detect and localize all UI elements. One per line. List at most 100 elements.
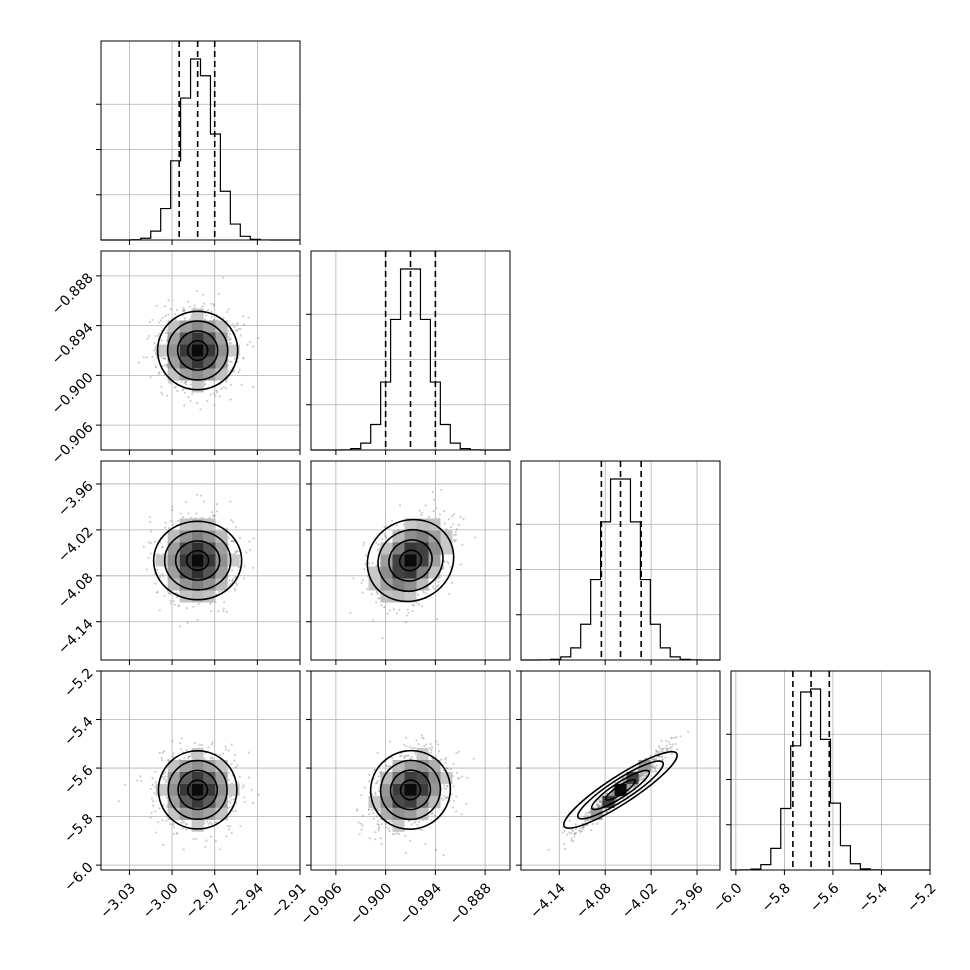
sample-point — [182, 306, 185, 310]
sample-point — [443, 784, 446, 787]
sample-point — [204, 382, 207, 385]
sample-point — [247, 776, 250, 779]
sample-point — [379, 837, 382, 840]
sample-point — [236, 764, 239, 767]
density-cell — [191, 566, 204, 579]
sample-point — [250, 788, 253, 791]
sample-point — [202, 293, 205, 296]
sample-point — [158, 807, 161, 810]
sample-point — [404, 834, 407, 837]
sample-point — [192, 605, 195, 608]
sample-point — [161, 316, 164, 320]
sample-point — [180, 737, 183, 740]
sample-point — [451, 515, 454, 518]
sample-point — [180, 821, 183, 824]
sample-point — [169, 823, 172, 826]
density-cell — [215, 356, 228, 369]
sample-point — [163, 594, 166, 597]
sample-point — [156, 568, 159, 571]
grid-lines — [311, 251, 510, 450]
sample-point — [449, 768, 452, 771]
sample-point — [412, 603, 415, 606]
sample-point — [177, 520, 180, 523]
sample-point — [171, 740, 174, 743]
sample-point — [178, 742, 182, 745]
sample-point — [395, 524, 398, 527]
sample-point — [154, 334, 157, 338]
sample-point — [355, 809, 359, 812]
sample-point — [568, 831, 571, 834]
sample-point — [416, 601, 419, 604]
sample-point — [162, 574, 165, 577]
sample-point — [213, 318, 216, 321]
sample-point — [187, 755, 190, 758]
sample-point — [155, 831, 158, 834]
sample-point — [227, 537, 230, 540]
sample-point — [675, 736, 678, 739]
sample-point — [227, 359, 230, 362]
sample-point — [205, 820, 209, 823]
sample-point — [194, 304, 197, 307]
sample-point — [453, 799, 456, 802]
sample-point — [151, 355, 154, 358]
sample-point — [198, 743, 201, 746]
sample-point — [163, 775, 166, 778]
sample-point — [167, 592, 170, 595]
sample-point — [403, 756, 406, 759]
sample-point — [154, 582, 157, 585]
sample-point — [416, 823, 419, 826]
sample-point — [165, 796, 168, 799]
sample-point — [180, 748, 183, 751]
density-cells — [368, 518, 453, 603]
sample-point — [451, 581, 454, 584]
sample-point — [189, 317, 192, 320]
sample-point — [402, 523, 405, 526]
sample-point — [404, 621, 407, 624]
sample-point — [572, 840, 575, 843]
sample-point — [162, 843, 165, 846]
sample-point — [384, 535, 387, 538]
sample-point — [238, 566, 241, 569]
sample-point — [207, 746, 210, 749]
sample-point — [377, 790, 380, 793]
sample-point — [233, 753, 236, 756]
sample-point — [660, 739, 663, 742]
sample-point — [164, 314, 167, 318]
sample-point — [242, 784, 245, 787]
sample-point — [204, 845, 207, 849]
density-cell — [404, 566, 417, 579]
density-cell — [167, 554, 180, 567]
sample-point — [388, 609, 391, 612]
sample-point — [234, 576, 237, 579]
sample-point — [219, 754, 222, 757]
grid-lines — [521, 461, 720, 660]
sample-point — [421, 604, 424, 608]
sample-point — [192, 837, 195, 840]
sample-point — [169, 382, 172, 385]
sample-point — [227, 370, 230, 373]
sample-point — [163, 357, 166, 360]
sample-point — [417, 820, 420, 823]
sample-point — [411, 747, 414, 750]
sample-point — [231, 521, 235, 524]
sample-point — [183, 317, 186, 320]
sample-point — [449, 565, 452, 568]
sample-point — [377, 543, 380, 546]
sample-point — [189, 755, 192, 758]
sample-point — [368, 773, 371, 776]
sample-point — [233, 357, 236, 360]
sample-point — [148, 515, 151, 519]
sample-point — [360, 794, 363, 797]
sample-point — [167, 527, 171, 530]
density-cell — [167, 344, 180, 357]
sample-point — [378, 597, 381, 600]
density-cell — [227, 783, 240, 796]
sample-point — [181, 516, 184, 519]
sample-point — [177, 605, 180, 608]
sample-point — [187, 396, 190, 399]
sample-point — [136, 779, 139, 782]
sample-point — [149, 552, 152, 555]
sample-point — [234, 551, 237, 554]
sample-point — [117, 800, 120, 803]
sample-point — [217, 610, 220, 613]
